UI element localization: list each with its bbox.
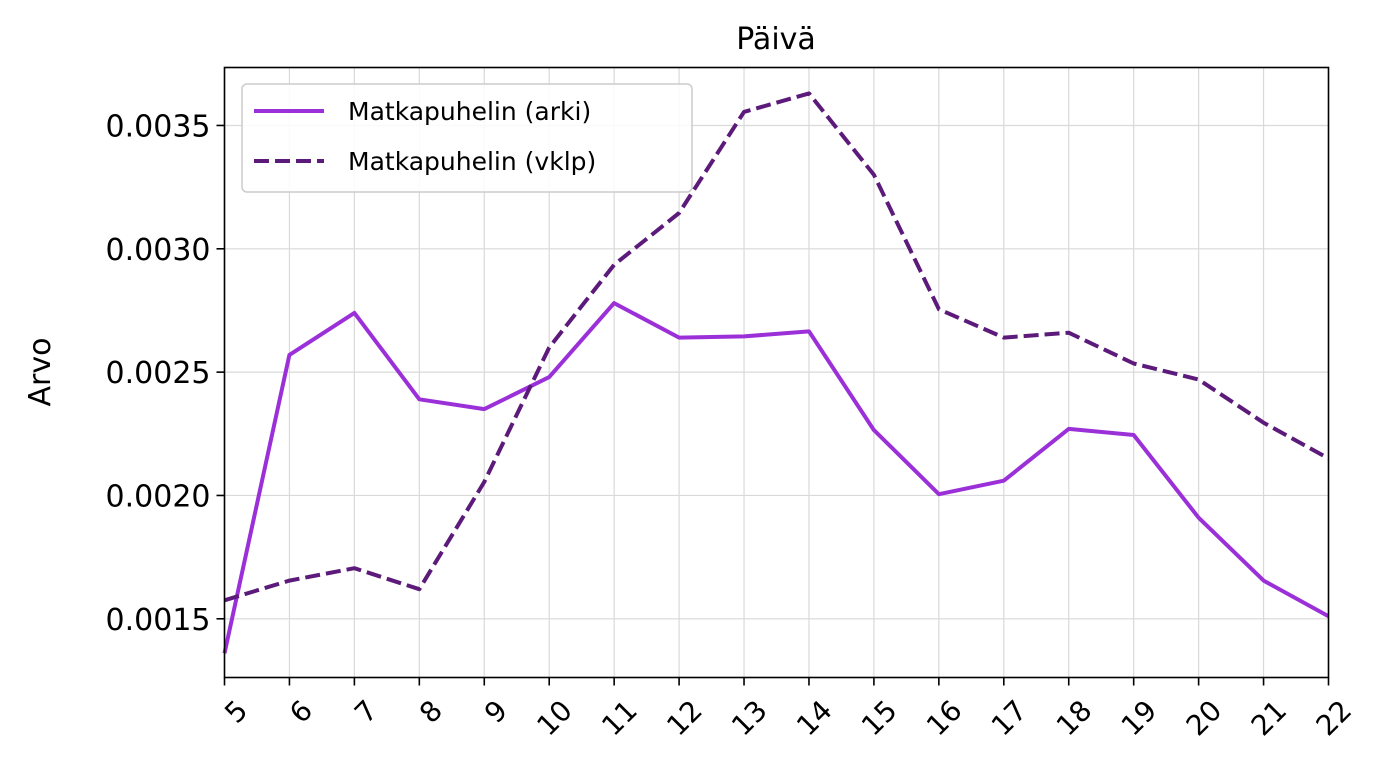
- y-tick-label: 0.0020: [106, 479, 211, 514]
- y-axis-label: Arvo: [23, 338, 58, 407]
- y-axis: 0.0015 0.0020 0.0025 0.0030 0.0035: [106, 109, 225, 638]
- legend-label-1: Matkapuhelin (arki): [348, 97, 591, 126]
- legend-label-2: Matkapuhelin (vklp): [348, 147, 596, 176]
- series-line-2: [223, 91, 1330, 603]
- series-lines: [222, 91, 1330, 654]
- chart-title: Päivä: [736, 22, 816, 57]
- series-line-1: [222, 301, 1330, 654]
- y-tick-label: 0.0015: [106, 603, 211, 638]
- legend-box: [241, 83, 693, 193]
- y-tick-label: 0.0035: [106, 109, 211, 144]
- legend: Matkapuhelin (arki) Matkapuhelin (vklp): [241, 83, 693, 193]
- y-tick-label: 0.0030: [106, 233, 211, 268]
- y-tick-label: 0.0025: [106, 356, 211, 391]
